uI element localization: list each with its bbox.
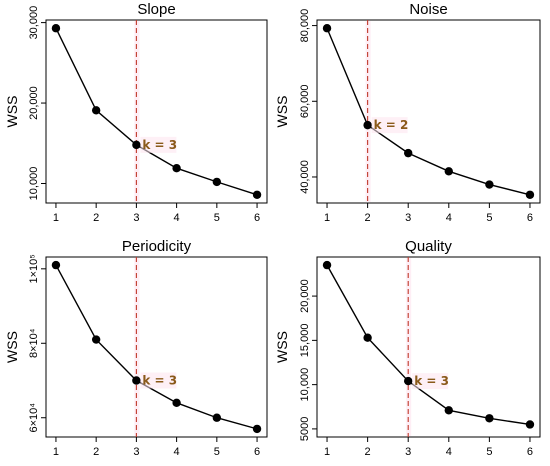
x-tick-label: 1 [53,212,59,224]
x-tick-label: 5 [214,446,220,458]
x-tick-label: 1 [53,446,59,458]
data-point [212,413,222,422]
x-tick-label: 2 [365,446,371,458]
k-label-bg [140,136,177,153]
data-point [51,24,61,33]
x-tick-label: 4 [446,212,452,224]
y-tick-label: 6×10⁴ [28,403,40,433]
data-point [132,140,141,150]
y-axis-label: WSS [4,96,20,128]
optimal-k-label: k = 3 [142,374,177,388]
panel-slope: Slope WSS 1 2 3 4 5 6 10,000 20,000 30,000 k = 3 [4,1,268,224]
x-tick-label: 5 [486,212,492,224]
data-point [322,260,332,270]
y-tick-label: 80,000 [299,9,311,43]
x-tick-label: 6 [527,212,533,224]
data-point [252,190,262,199]
x-tick-label: 5 [214,212,220,224]
data-point [172,164,181,173]
y-tick-label: 40,000 [299,160,311,194]
y-tick-label: 8×10⁴ [28,328,40,358]
data-point [172,398,181,408]
x-tick-label: 4 [174,446,180,458]
k-label-bg [140,372,177,389]
data-point [485,414,494,423]
chart-title: Slope [137,1,175,18]
chart-title: Periodicity [122,238,192,255]
y-tick-label: 10,000 [299,368,311,402]
wss-line [55,264,258,430]
panel-quality: Quality WSS 1 2 3 4 5 6 5000 10,000 15,000 20,000 k … [274,238,541,458]
x-tick-label: 4 [174,212,180,224]
y-tick-label: 15,000 [299,324,311,358]
x-tick-label: 3 [133,446,139,458]
data-point [91,335,101,344]
y-tick-label: 60,000 [299,84,311,118]
plot-frame [45,19,268,204]
y-axis-label: WSS [4,331,20,363]
y-tick-label: 1×10⁵ [28,254,40,283]
x-tick-label: 2 [93,212,99,224]
data-point [363,333,372,342]
x-tick-label: 2 [93,446,99,458]
optimal-k-label: k = 3 [414,374,449,388]
k-label-bg [371,117,408,134]
x-tick-label: 4 [446,446,452,458]
chart-title: Quality [405,238,452,255]
k-label-bg [412,373,449,390]
x-tick-label: 1 [324,446,330,458]
y-tick-label: 20,000 [299,279,311,313]
wss-line [326,27,531,196]
plot-frame [45,256,268,438]
data-point [485,180,494,189]
data-point [525,420,535,429]
data-point [525,190,535,199]
optimal-k-label: k = 3 [142,138,177,152]
y-tick-label: 5000 [299,417,311,441]
x-tick-label: 2 [365,212,371,224]
x-tick-label: 3 [133,212,139,224]
data-point [51,260,61,270]
y-tick-label: 20,000 [28,86,40,120]
x-tick-label: 3 [405,446,411,458]
y-axis-label: WSS [274,96,290,128]
panel-noise: Noise WSS 1 2 3 4 5 6 40,000 60,000 80,000 k = 2 [274,1,541,224]
wss-line [326,264,531,426]
data-point [91,106,101,115]
x-tick-label: 5 [486,446,492,458]
data-point [363,120,372,130]
data-point [212,177,222,187]
data-point [444,167,453,176]
plot-frame [316,256,541,438]
y-tick-label: 10,000 [28,167,40,201]
y-tick-label: 30,000 [28,6,40,40]
panel-periodicity: Periodicity WSS 1 2 3 4 5 6 6×10⁴ 8×10⁴ 1×10⁵ k = 3 [4,238,268,458]
x-tick-label: 1 [324,212,330,224]
x-tick-label: 6 [254,446,260,458]
data-point [132,376,141,385]
wss-line [55,27,258,196]
x-tick-label: 6 [527,446,533,458]
x-tick-label: 6 [254,212,260,224]
data-point [252,424,262,434]
optimal-k-label: k = 2 [374,118,409,132]
plot-frame [316,19,541,204]
data-point [444,406,453,415]
y-axis-label: WSS [274,331,290,363]
chart-title: Noise [409,1,447,18]
data-point [322,24,332,33]
x-tick-label: 3 [405,212,411,224]
data-point [404,148,413,158]
data-point [404,376,413,386]
